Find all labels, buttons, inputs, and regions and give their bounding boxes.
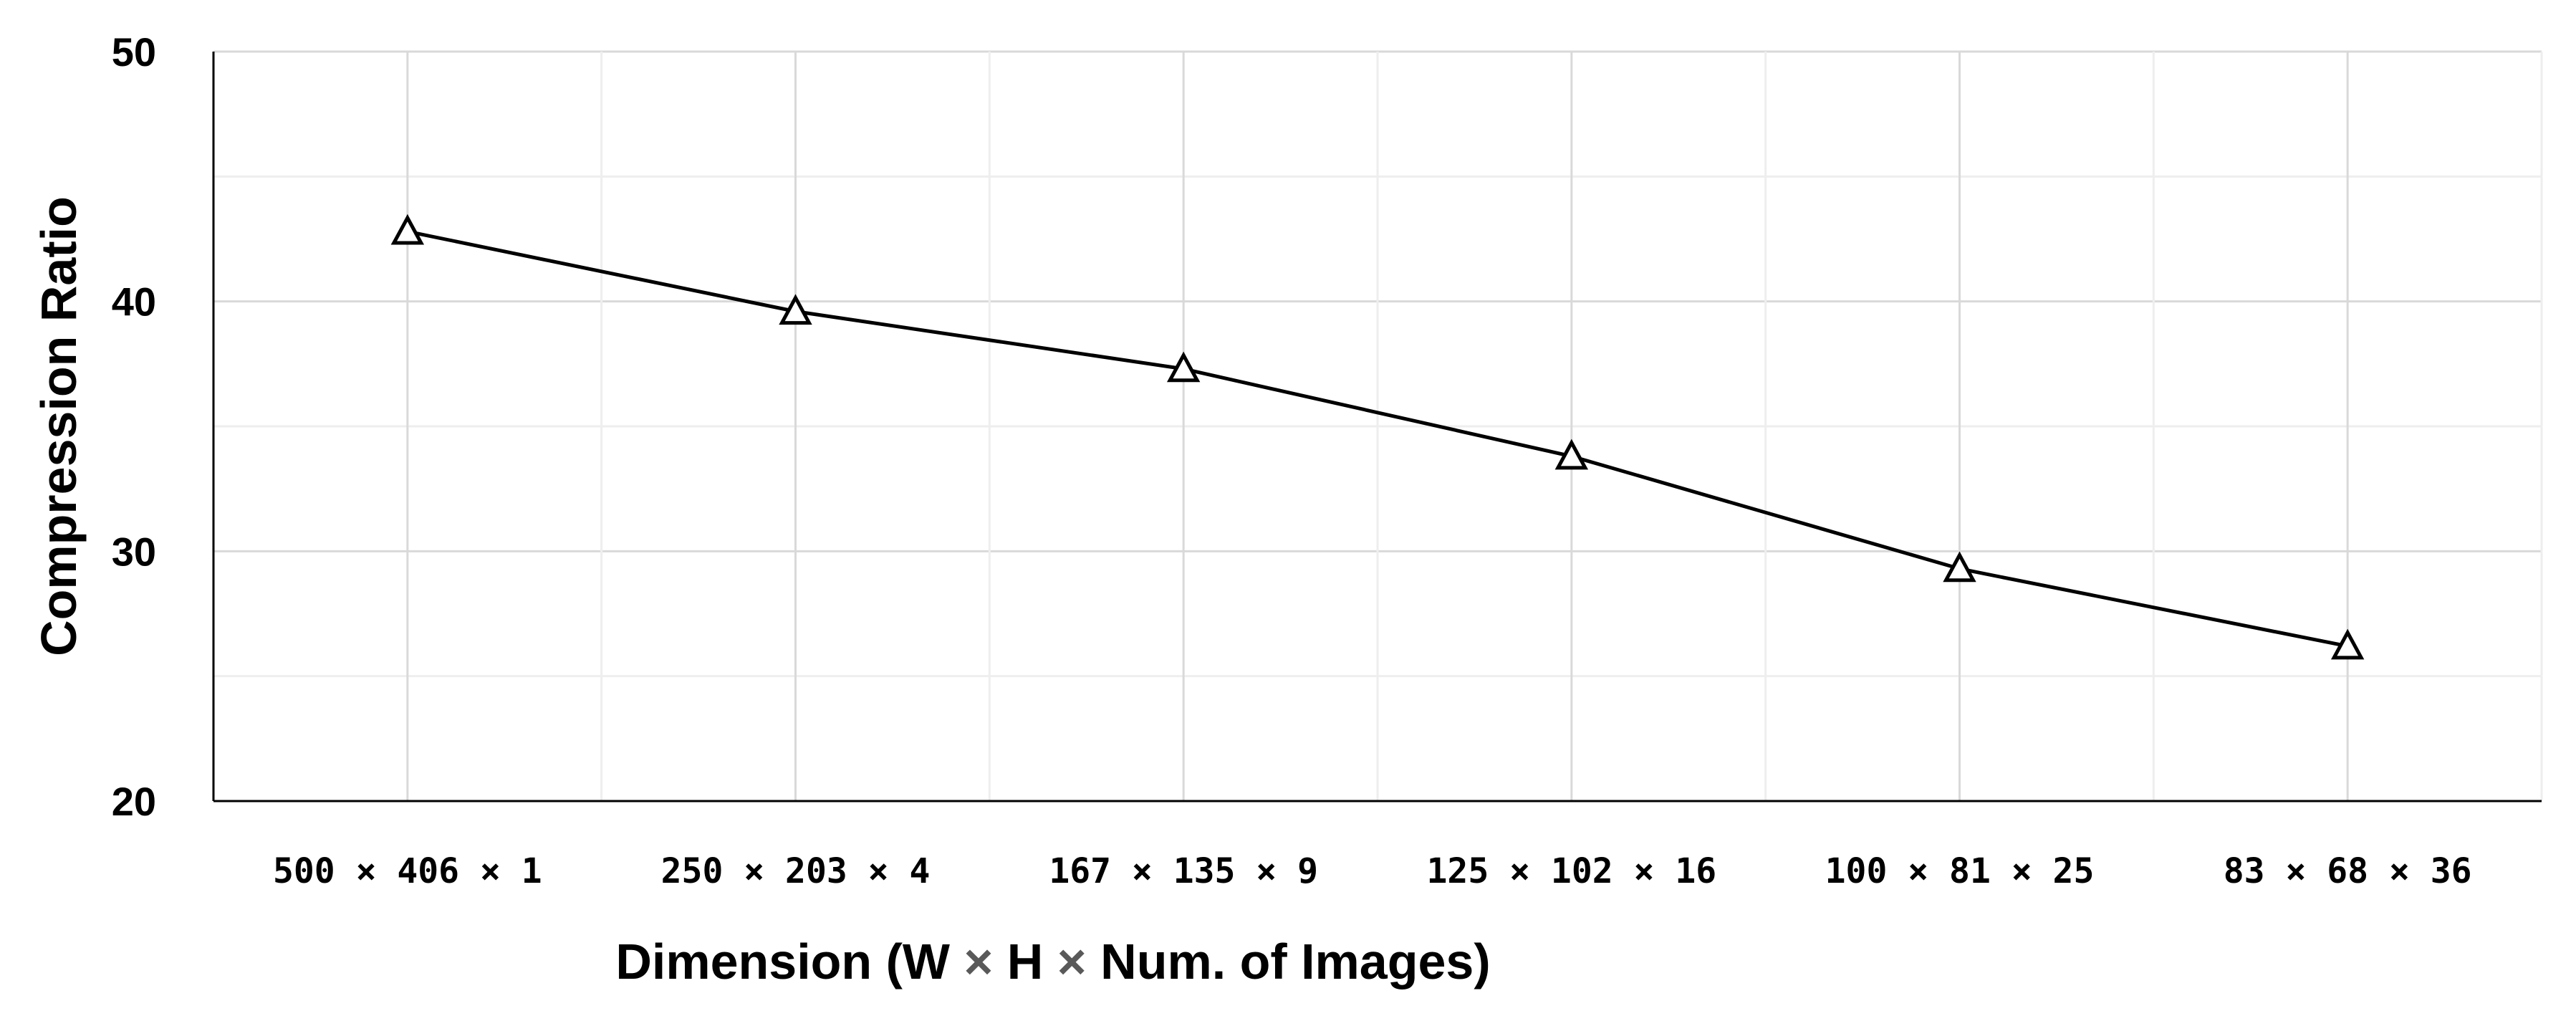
x-axis-title-times: ×: [1057, 934, 1087, 990]
x-axis-title: Dimension (W × H × Num. of Images): [615, 934, 1490, 990]
data-point-triangle: [390, 214, 425, 245]
series-line: [407, 229, 2348, 648]
x-tick-label: 500 × 406 × 1: [273, 851, 542, 891]
x-tick-label: 100 × 81 × 25: [1825, 851, 2095, 891]
y-tick-label: 40: [112, 279, 156, 325]
x-tick-label: 125 × 102 × 16: [1427, 851, 1717, 891]
x-axis-title-part: Dimension (W: [615, 934, 963, 990]
data-point-triangle: [1166, 351, 1201, 383]
series-group: [390, 214, 2365, 660]
x-tick-label: 250 × 203 × 4: [661, 851, 931, 891]
x-tick-labels: 500 × 406 × 1 250 × 203 × 4 167 × 135 × 9 1…: [273, 851, 2472, 891]
data-point-triangle: [1554, 439, 1589, 470]
data-point-triangle: [2330, 628, 2365, 660]
y-axis-title: Compression Ratio: [31, 196, 87, 656]
x-tick-label: 83 × 68 × 36: [2224, 851, 2472, 891]
x-axis-title-part: H: [993, 934, 1057, 990]
y-tick-label: 30: [112, 529, 156, 574]
x-axis-title-times: ×: [963, 934, 993, 990]
axes: [212, 52, 2542, 802]
y-tick-label: 50: [112, 29, 156, 75]
y-tick-labels: 20 30 40 50: [112, 29, 156, 824]
data-point-triangle: [779, 294, 812, 325]
y-tick-label: 20: [112, 779, 156, 824]
x-axis-title-part: Num. of Images): [1087, 934, 1491, 990]
x-tick-label: 167 × 135 × 9: [1049, 851, 1318, 891]
data-point-triangle: [1943, 551, 1976, 583]
gridlines: [213, 50, 2543, 801]
